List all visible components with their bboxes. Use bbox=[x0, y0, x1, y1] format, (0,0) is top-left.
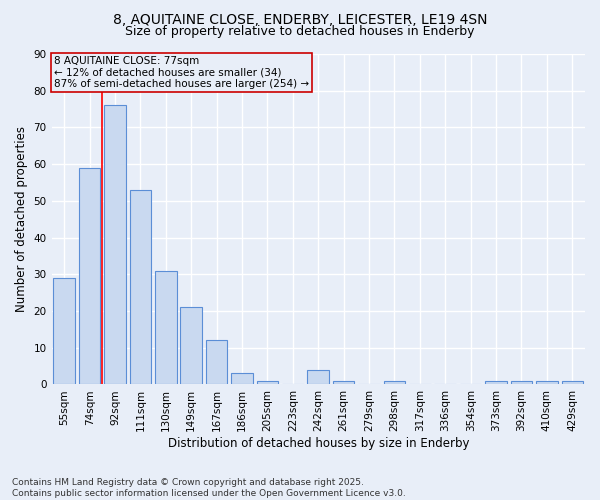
X-axis label: Distribution of detached houses by size in Enderby: Distribution of detached houses by size … bbox=[167, 437, 469, 450]
Bar bbox=[511, 381, 532, 384]
Text: Contains HM Land Registry data © Crown copyright and database right 2025.
Contai: Contains HM Land Registry data © Crown c… bbox=[12, 478, 406, 498]
Text: 8, AQUITAINE CLOSE, ENDERBY, LEICESTER, LE19 4SN: 8, AQUITAINE CLOSE, ENDERBY, LEICESTER, … bbox=[113, 12, 487, 26]
Y-axis label: Number of detached properties: Number of detached properties bbox=[15, 126, 28, 312]
Bar bbox=[130, 190, 151, 384]
Bar bbox=[206, 340, 227, 384]
Bar bbox=[79, 168, 100, 384]
Bar bbox=[104, 106, 126, 384]
Bar bbox=[53, 278, 75, 384]
Bar bbox=[231, 374, 253, 384]
Bar bbox=[485, 381, 507, 384]
Bar bbox=[383, 381, 405, 384]
Text: Size of property relative to detached houses in Enderby: Size of property relative to detached ho… bbox=[125, 25, 475, 38]
Bar bbox=[257, 381, 278, 384]
Text: 8 AQUITAINE CLOSE: 77sqm
← 12% of detached houses are smaller (34)
87% of semi-d: 8 AQUITAINE CLOSE: 77sqm ← 12% of detach… bbox=[54, 56, 309, 89]
Bar bbox=[562, 381, 583, 384]
Bar bbox=[536, 381, 557, 384]
Bar bbox=[307, 370, 329, 384]
Bar bbox=[333, 381, 355, 384]
Bar bbox=[181, 308, 202, 384]
Bar bbox=[155, 270, 176, 384]
